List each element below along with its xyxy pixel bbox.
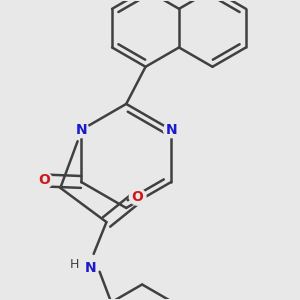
Text: H: H — [70, 258, 79, 271]
Circle shape — [82, 260, 98, 276]
Circle shape — [164, 122, 179, 138]
Circle shape — [36, 172, 52, 189]
Circle shape — [129, 188, 146, 205]
Circle shape — [74, 122, 89, 138]
Text: O: O — [38, 173, 50, 188]
Text: N: N — [166, 123, 177, 137]
Text: N: N — [75, 123, 87, 137]
Text: N: N — [84, 261, 96, 275]
Text: O: O — [132, 190, 144, 204]
